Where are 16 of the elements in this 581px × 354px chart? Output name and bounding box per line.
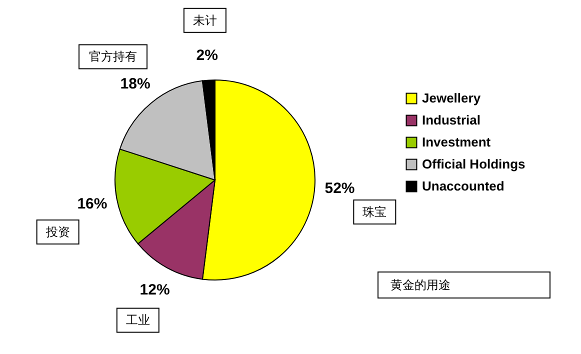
legend-label: Jewellery [422, 90, 482, 106]
data-label: 2% [196, 47, 218, 64]
text: 工业 [126, 313, 150, 328]
text: 官方持有 [89, 50, 138, 64]
data-label: 16% [77, 195, 108, 212]
data-label: 12% [140, 282, 170, 299]
text: 未计 [192, 13, 217, 28]
text: 珠宝 [362, 205, 387, 220]
data-label: 52% [324, 180, 355, 197]
legend-label: Unaccounted [422, 178, 504, 194]
data-label: 18% [120, 76, 150, 93]
legend-label: Official Holdings [422, 156, 526, 172]
legend-label: Investment [422, 134, 492, 150]
text: 投资 [46, 224, 70, 239]
legend-label: Industrial [422, 112, 481, 128]
text: 黄金的用途 [390, 278, 450, 292]
